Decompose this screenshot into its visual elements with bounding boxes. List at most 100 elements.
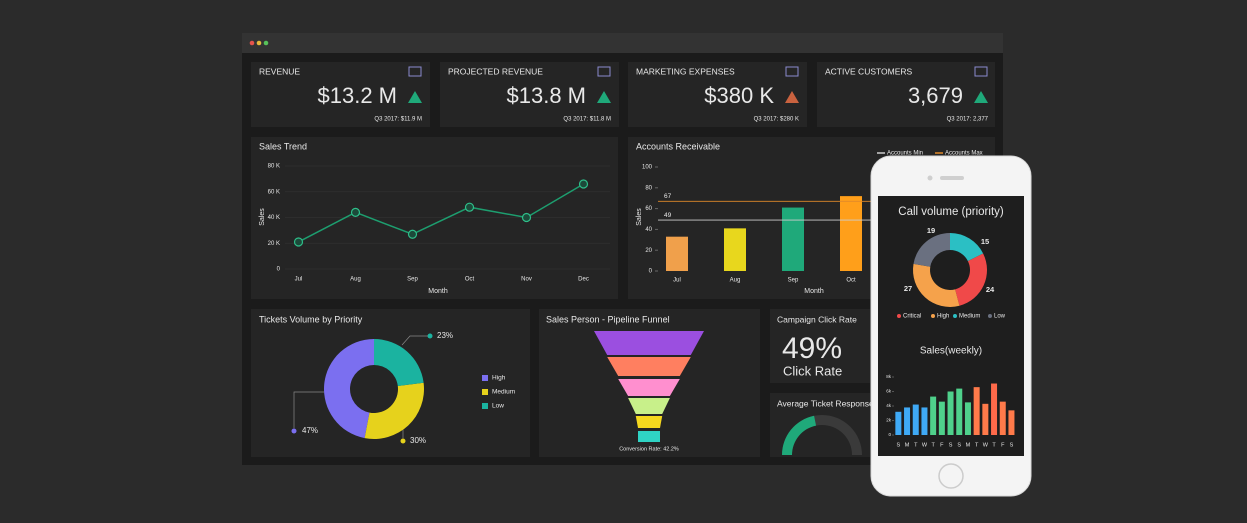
y-tick-label: 0	[649, 269, 653, 275]
chart-title: Tickets Volume by Priority	[259, 314, 363, 324]
label-dot	[400, 438, 406, 444]
x-tick-label: W	[983, 442, 989, 448]
y-tick-label: 80 K	[268, 164, 280, 170]
bar	[930, 396, 937, 435]
legend-dot	[931, 314, 935, 318]
kpi-value: 3,679	[908, 83, 963, 108]
axis-label: Sales	[636, 208, 643, 226]
bar	[904, 407, 911, 435]
y-tick-label: 0	[277, 267, 281, 273]
bar	[912, 404, 919, 435]
legend-label: Medium	[492, 389, 515, 396]
marker	[293, 237, 304, 247]
chart-title: Sales(weekly)	[920, 346, 982, 357]
chart-title: Sales Trend	[259, 141, 307, 151]
bar	[947, 391, 954, 435]
bar	[938, 401, 945, 435]
marker	[521, 212, 532, 223]
axis-label: Sales	[259, 208, 266, 226]
window-titlebar	[242, 33, 1003, 53]
axis-label: Month	[804, 288, 824, 295]
y-tick-label: 2k	[886, 418, 892, 423]
kpi-card	[628, 62, 807, 127]
chart-title: Sales Person - Pipeline Funnel	[546, 314, 670, 324]
x-tick-label: Sep	[788, 278, 799, 284]
kpi-note: Q3 2017: $11.8 M	[563, 117, 611, 123]
marker	[407, 229, 418, 239]
kpi-title: MARKETING EXPENSES	[636, 66, 735, 76]
funnel-segment	[618, 379, 680, 396]
y-tick-label: 80	[645, 185, 652, 191]
bar	[956, 388, 963, 435]
bar	[921, 407, 928, 435]
bar	[840, 196, 862, 271]
donut-segment	[374, 339, 424, 386]
kpi-icon	[785, 66, 799, 77]
bar	[666, 236, 688, 271]
y-tick-label: 0	[888, 432, 891, 437]
bar	[782, 207, 804, 271]
data-label: 27	[904, 284, 912, 293]
leader-line	[401, 335, 428, 346]
phone-home-button	[938, 463, 964, 489]
bar	[999, 401, 1006, 435]
y-tick-label: 40 K	[268, 215, 280, 221]
kpi-value: $13.2 M	[318, 83, 398, 108]
data-label: 24	[986, 285, 995, 294]
legend-swatch	[482, 375, 488, 381]
kpi-card	[251, 62, 430, 127]
bar	[895, 411, 902, 435]
donut-segment	[955, 253, 987, 306]
kpi-note: Q3 2017: $11.9 M	[374, 117, 422, 123]
x-tick-label: Dec	[578, 277, 589, 283]
data-label: 19	[927, 226, 935, 235]
x-tick-label: M	[966, 442, 971, 448]
data-label: 47%	[302, 426, 318, 435]
kpi-note: Q3 2017: $280 K	[754, 117, 799, 123]
legend-label: Medium	[959, 314, 980, 320]
bar	[1008, 410, 1015, 435]
kpi-icon	[408, 66, 422, 77]
y-tick-label: 60	[645, 206, 652, 212]
funnel-footer: Conversion Rate: 42.2%	[619, 446, 679, 452]
x-tick-label: F	[1001, 442, 1005, 448]
kpi-value: 49%	[782, 332, 842, 365]
y-tick-label: 20	[645, 248, 652, 254]
x-tick-label: S	[949, 442, 953, 448]
gauge-arc	[782, 415, 817, 455]
bar	[982, 403, 989, 435]
y-tick-label: 6k	[886, 389, 892, 394]
trend-arrow	[597, 91, 611, 103]
kpi-title: REVENUE	[259, 66, 300, 76]
funnel-segment	[628, 398, 670, 414]
x-tick-label: T	[975, 442, 979, 448]
phone-speaker	[940, 176, 964, 180]
kpi-note: Q3 2017: 2,377	[947, 117, 989, 123]
bar	[964, 402, 971, 435]
legend-label: Low	[492, 403, 504, 410]
chart-title: Call volume (priority)	[898, 206, 1004, 218]
kpi-value: $13.8 M	[507, 83, 587, 108]
bar	[973, 387, 980, 435]
window-dot	[249, 40, 255, 46]
axis-label: Month	[428, 288, 448, 295]
legend-label: Low	[994, 314, 1006, 320]
panel-title: Campaign Click Rate	[777, 314, 857, 324]
panel	[770, 309, 870, 383]
x-tick-label: Sep	[407, 277, 418, 283]
kpi-title: PROJECTED REVENUE	[448, 66, 543, 76]
x-tick-label: S	[957, 442, 961, 448]
window-dot	[263, 40, 269, 46]
legend-label: Accounts Max	[945, 151, 983, 157]
kpi-title: ACTIVE CUSTOMERS	[825, 66, 913, 76]
x-tick-label: Oct	[846, 278, 856, 284]
panel	[251, 137, 618, 299]
x-tick-label: Nov	[521, 277, 532, 283]
line	[298, 183, 584, 243]
marker	[578, 179, 589, 189]
x-tick-label: M	[905, 442, 910, 448]
bar	[991, 383, 998, 435]
x-tick-label: S	[897, 442, 901, 448]
